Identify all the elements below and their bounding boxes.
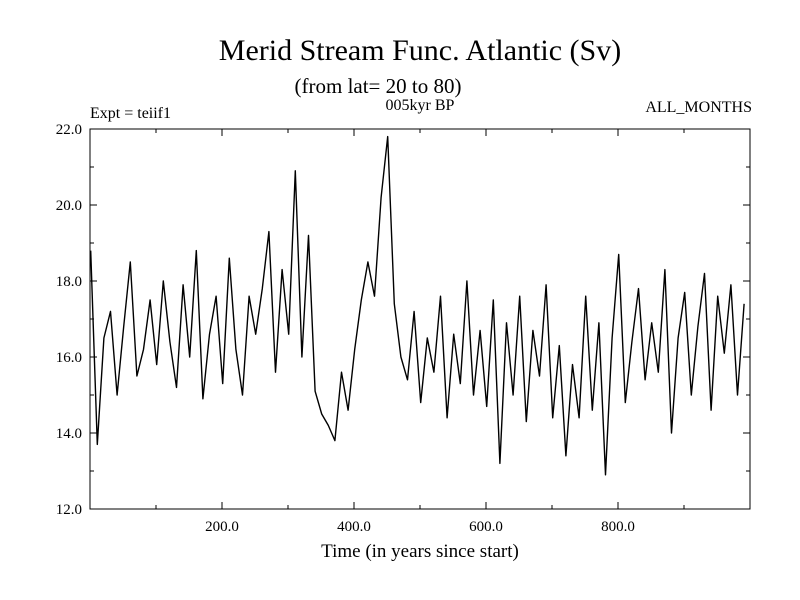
y-axis: 12.0 14.0 16.0 18.0 20.0 22.0 xyxy=(56,122,750,518)
series-layer xyxy=(90,135,745,476)
y-tick-label: 22.0 xyxy=(56,122,82,138)
x-tick-label: 800.0 xyxy=(601,519,635,535)
experiment-label: Expt = teiif1 xyxy=(90,105,171,122)
x-axis-label: Time (in years since start) xyxy=(321,541,519,562)
chart-subtitle: (from lat= 20 to 80) xyxy=(295,74,462,98)
series-line xyxy=(90,135,745,476)
months-label: ALL_MONTHS xyxy=(645,99,752,116)
x-axis: 200.0 400.0 600.0 800.0 xyxy=(155,129,685,535)
x-tick-label: 600.0 xyxy=(469,519,503,535)
y-tick-label: 14.0 xyxy=(56,426,82,442)
plot-frame xyxy=(89,128,751,510)
period-label: 005kyr BP xyxy=(386,97,455,114)
x-tick-label: 200.0 xyxy=(205,519,239,535)
y-tick-label: 20.0 xyxy=(56,198,82,214)
chart-title: Merid Stream Func. Atlantic (Sv) xyxy=(219,34,621,67)
y-tick-label: 12.0 xyxy=(56,502,82,518)
y-tick-label: 16.0 xyxy=(56,350,82,366)
x-tick-label: 400.0 xyxy=(337,519,371,535)
y-tick-label: 18.0 xyxy=(56,274,82,290)
